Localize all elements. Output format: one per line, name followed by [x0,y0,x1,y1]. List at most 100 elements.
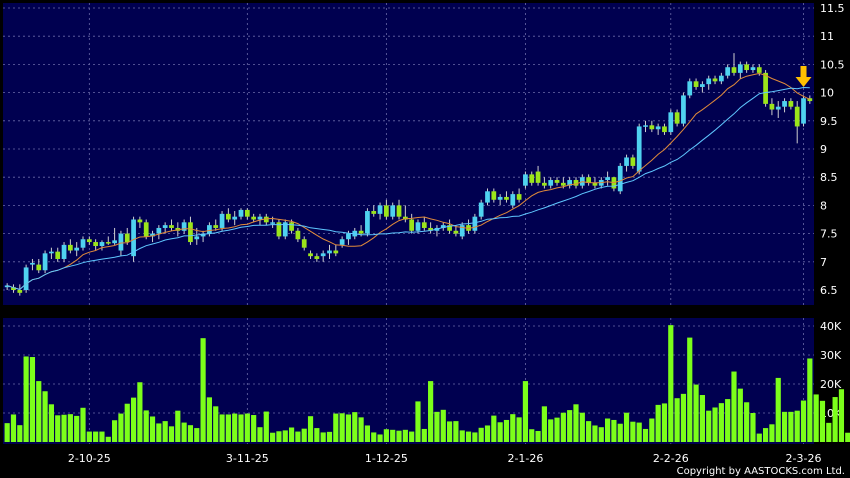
candle-body [42,253,48,271]
candle-body [200,233,206,237]
candle-body [124,233,130,243]
candle-body [409,219,415,231]
volume-bar [560,412,566,442]
volume-bar [744,402,750,442]
volume-bar [434,411,440,442]
volume-bar [61,414,67,442]
volume-bar [74,415,80,442]
latest-price-arrow-icon [795,66,812,87]
volume-bar [598,427,604,442]
candle-body [775,106,781,110]
copyright-text: Copyright by AASTOCKS.com Ltd. [677,466,845,477]
volume-bar [225,414,231,442]
volume-bar [396,430,402,442]
candle-body [769,103,775,110]
candle-body [61,244,67,259]
volume-bar [510,414,516,442]
candle-body [301,239,307,248]
volume-bar [706,410,712,442]
candle-body [402,216,408,220]
candle-body [617,165,623,192]
volume-bar [750,413,756,442]
candle-body [194,236,200,240]
volume-bar [800,400,807,442]
arrow-shape [795,66,812,87]
volume-bar [339,413,345,442]
volume-bar [567,410,573,442]
price-panel-background [3,3,814,305]
volume-bar [409,431,415,442]
volume-bar [522,381,529,442]
volume-bar [105,436,111,442]
volume-bar [352,412,358,442]
volume-bar [371,432,377,442]
candle-body [756,67,762,73]
candle-body [112,240,117,244]
volume-bar [617,423,623,442]
candle-body [295,230,301,240]
candle-body [655,126,661,130]
candle-body [516,194,522,200]
volume-bar [781,411,788,442]
candle-body [74,247,80,251]
candle-body [67,244,73,251]
price-tick-label: 10 [820,87,834,100]
volume-bar [579,412,585,442]
volume-bar [763,428,769,442]
volume-bar [535,430,541,442]
volume-tick-label: 20K [820,378,842,391]
volume-bar [187,425,194,442]
volume-bar [642,428,649,442]
volume-bar [390,429,396,442]
candle-body [17,290,23,293]
candle-body [358,230,364,234]
candle-body [491,191,497,200]
volume-bar [200,338,206,442]
volume-bar [516,417,522,442]
price-tick-label: 11 [820,30,834,43]
candle-body [447,225,452,231]
volume-bar [383,429,389,442]
volume-bar [655,404,661,442]
candle-body [472,216,478,231]
candle-body [49,251,54,254]
price-tick-label: 8 [820,199,827,212]
volume-bar [55,415,61,442]
candle-body [687,81,693,96]
price-tick-label: 11.5 [820,2,845,15]
candle-body [592,182,598,186]
volume-bar [636,422,642,442]
candle-body [346,233,351,240]
moving-average-short-line [7,72,811,290]
candle-body [801,98,806,124]
volume-bar [775,377,781,442]
candle-body [737,64,743,73]
candle-body [207,225,212,234]
candle-body [150,233,155,237]
candle-body [421,222,427,228]
volume-bar [143,410,149,442]
volume-bar [497,422,503,442]
volume-bar [86,431,92,442]
candle-body [554,180,560,183]
price-tick-label: 9 [820,143,827,156]
volume-bar [769,424,775,442]
candle-body [674,112,680,124]
candle-body [453,230,459,234]
volume-bar [813,394,819,442]
volume-bar [472,432,478,442]
candle-body [636,126,642,172]
candle-body [649,125,655,130]
volume-bar [737,388,743,442]
volume-bar [219,414,225,442]
candle-body [314,256,320,259]
candle-body [478,202,484,217]
candle-body [384,205,389,217]
volume-bar [93,431,99,442]
candle-body [523,174,528,186]
candle-body [396,205,402,217]
candle-body [80,239,86,248]
candle-body [226,213,231,220]
date-tick-label: 2-2-26 [653,452,689,465]
